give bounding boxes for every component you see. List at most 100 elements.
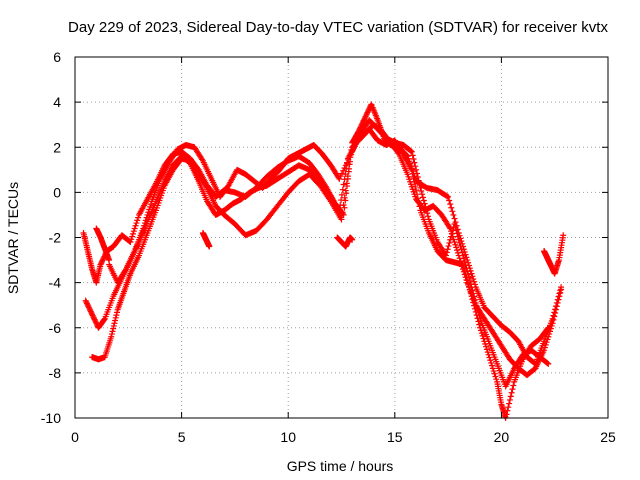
x-axis-label: GPS time / hours [287,458,394,474]
data-point-interp [504,407,511,414]
data-point-interp [416,181,423,188]
data-point-interp [131,225,138,232]
data-point [349,236,356,243]
data-point-interp [475,309,482,316]
data-point-interp [86,305,93,312]
data-point-interp [457,243,464,250]
data-point-interp [84,301,91,308]
data-point [541,347,548,354]
data-point-interp [552,306,559,313]
data-point [442,252,449,259]
data-point-interp [546,331,553,338]
data-point-interp [413,187,420,194]
data-point-interp [467,280,474,287]
data-point-interp [340,167,347,174]
data-point-interp [129,233,136,240]
data-point [460,252,467,259]
data-point-interp [346,154,353,161]
data-point-interp [454,247,461,254]
data-point-interp [341,204,348,211]
data-point-interp [134,217,141,224]
data-point-interp [343,180,350,187]
data-point-interp [460,255,467,262]
data-point-interp [362,113,369,120]
data-point-interp [509,386,516,393]
data-point-interp [122,267,129,274]
data-point [82,297,89,304]
data-point-interp [413,170,420,177]
data-point-interp [141,220,148,227]
data-point-interp [83,299,90,306]
data-point [340,211,347,218]
data-point-interp [423,206,430,213]
data-point-interp [112,317,119,324]
data-point-interp [409,152,416,159]
data-point-interp [483,343,490,350]
data-point-interp [87,307,94,314]
grid-lines [75,57,608,418]
data-point [468,284,475,291]
data-point-interp [470,276,477,283]
data-point [549,320,556,327]
data-point-interp [544,325,551,332]
data-point-interp [83,300,90,307]
data-point [106,257,113,264]
data-point-interp [88,309,95,316]
data-point-interp [473,303,480,310]
data-point-interp [487,357,494,364]
data-point-interp [422,203,429,210]
data-point [140,225,147,232]
data-point-interp [446,197,453,204]
data-point-interp [544,336,551,343]
x-tick-label: 15 [387,429,403,445]
data-point-interp [542,341,549,348]
data-point-interp [554,299,561,306]
data-point-interp [412,163,419,170]
data-point-interp [129,230,136,237]
data-point-interp [365,106,372,113]
data-point-interp [142,217,149,224]
y-tick-label: -10 [41,410,61,426]
data-point-interp [471,278,478,285]
data-point-interp [548,322,555,329]
data-point-interp [87,308,94,315]
data-point-interp [98,258,105,265]
data-point-interp [92,319,99,326]
data-point-interp [493,376,500,383]
data-point-interp [448,204,455,211]
data-point [417,184,424,191]
data-point-interp [132,222,139,229]
data-point-interp [483,346,490,353]
data-point-interp [360,117,367,124]
data-point-interp [421,200,428,207]
data-point-interp [448,230,455,237]
data-point-interp [489,365,496,372]
data-point-interp [452,224,459,231]
y-tick-label: -4 [49,275,62,291]
data-point-interp [147,201,154,208]
data-point-interp [111,320,118,327]
data-point-interp [474,306,481,313]
data-point [338,216,345,223]
data-point-interp [363,112,370,119]
data-point-interp [424,210,431,217]
data-point-interp [337,173,344,180]
data-point-interp [453,227,460,234]
data-point [336,175,343,182]
data-point-interp [342,187,349,194]
data-point-interp [100,256,107,263]
data-point-interp [444,246,451,253]
data-point-interp [365,108,372,115]
data-point-interp [541,344,548,351]
data-point-interp [459,249,466,256]
data-points [80,101,567,421]
y-tick-label: -2 [49,230,62,246]
data-point-interp [446,239,453,246]
data-point-interp [419,191,426,198]
data-point-interp [489,362,496,369]
data-point-interp [503,411,510,418]
data-point-interp [454,233,461,240]
data-point-interp [476,312,483,319]
y-tick-labels: -10 -8 -6 -4 -2 0 2 4 6 [41,49,61,426]
